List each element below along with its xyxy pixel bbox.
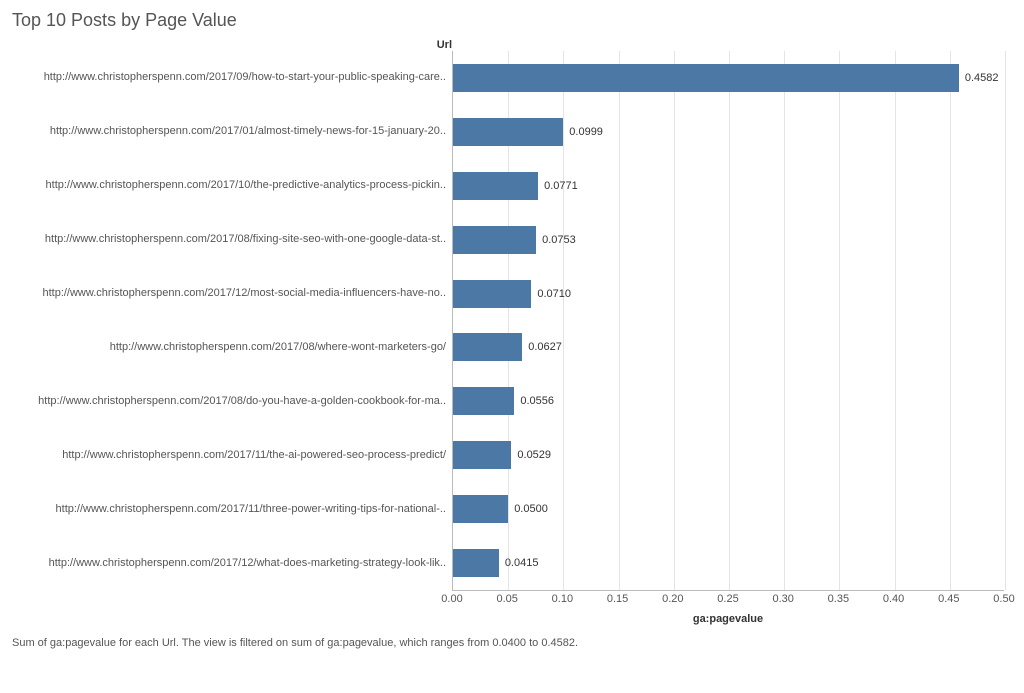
y-axis-category-label: http://www.christopherspenn.com/2017/11/…: [12, 483, 446, 537]
y-axis-category-label: http://www.christopherspenn.com/2017/12/…: [12, 267, 446, 321]
chart-area: http://www.christopherspenn.com/2017/09/…: [12, 51, 1012, 625]
x-axis-ticks: 0.000.050.100.150.200.250.300.350.400.45…: [452, 591, 1004, 609]
y-axis-category-label: http://www.christopherspenn.com/2017/11/…: [12, 429, 446, 483]
x-tick-label: 0.20: [662, 593, 683, 605]
bar: [453, 280, 531, 308]
x-tick-label: 0.15: [607, 593, 628, 605]
bar: [453, 441, 511, 469]
x-tick-label: 0.40: [883, 593, 904, 605]
bar: [453, 387, 514, 415]
bar-value-label: 0.0500: [514, 503, 548, 515]
bar-row: 0.0753: [453, 213, 1004, 267]
bar: [453, 226, 536, 254]
x-tick-label: 0.00: [441, 593, 462, 605]
bar-value-label: 0.0627: [528, 341, 562, 353]
bar-value-label: 0.0753: [542, 234, 576, 246]
x-axis-title: ga:pagevalue: [452, 613, 1004, 625]
bar: [453, 549, 499, 577]
chart-title: Top 10 Posts by Page Value: [12, 10, 1012, 31]
bar-row: 0.0529: [453, 428, 1004, 482]
bar-row: 0.0556: [453, 374, 1004, 428]
gridline: [1005, 51, 1006, 590]
bar: [453, 64, 959, 92]
chart-container: Top 10 Posts by Page Value Url http://ww…: [0, 0, 1024, 693]
bars-group: 0.4582 0.0999 0.0771 0.0753 0.0710 0.0627 0.05…: [453, 51, 1004, 590]
bar-value-label: 0.4582: [965, 72, 999, 84]
bar-row: 0.0999: [453, 105, 1004, 159]
y-axis-labels: http://www.christopherspenn.com/2017/09/…: [12, 51, 452, 591]
bar-value-label: 0.0999: [569, 126, 603, 138]
bar-value-label: 0.0771: [544, 180, 578, 192]
bar-row: 0.4582: [453, 51, 1004, 105]
bar-value-label: 0.0710: [537, 288, 571, 300]
bar-row: 0.0627: [453, 321, 1004, 375]
x-tick-label: 0.30: [772, 593, 793, 605]
x-tick-label: 0.05: [496, 593, 517, 605]
y-axis-category-label: http://www.christopherspenn.com/2017/10/…: [12, 159, 446, 213]
x-tick-label: 0.50: [993, 593, 1014, 605]
bar-value-label: 0.0415: [505, 557, 539, 569]
bar-row: 0.0710: [453, 267, 1004, 321]
plot-area: 0.4582 0.0999 0.0771 0.0753 0.0710 0.0627 0.05…: [452, 51, 1004, 591]
x-tick-label: 0.45: [938, 593, 959, 605]
bar: [453, 172, 538, 200]
y-axis-category-label: http://www.christopherspenn.com/2017/08/…: [12, 321, 446, 375]
bar: [453, 495, 508, 523]
bar: [453, 333, 522, 361]
bar-row: 0.0771: [453, 159, 1004, 213]
y-axis-header: Url: [12, 39, 452, 51]
y-axis-category-label: http://www.christopherspenn.com/2017/12/…: [12, 537, 446, 591]
y-axis-category-label: http://www.christopherspenn.com/2017/01/…: [12, 105, 446, 159]
chart-caption: Sum of ga:pagevalue for each Url. The vi…: [12, 637, 1012, 649]
bar: [453, 118, 563, 146]
bar-row: 0.0500: [453, 482, 1004, 536]
y-axis-category-label: http://www.christopherspenn.com/2017/09/…: [12, 51, 446, 105]
bar-value-label: 0.0556: [520, 395, 554, 407]
x-tick-label: 0.35: [828, 593, 849, 605]
y-axis-category-label: http://www.christopherspenn.com/2017/08/…: [12, 213, 446, 267]
y-axis-category-label: http://www.christopherspenn.com/2017/08/…: [12, 375, 446, 429]
bar-row: 0.0415: [453, 536, 1004, 590]
x-tick-label: 0.10: [552, 593, 573, 605]
bar-value-label: 0.0529: [517, 449, 551, 461]
x-tick-label: 0.25: [717, 593, 738, 605]
